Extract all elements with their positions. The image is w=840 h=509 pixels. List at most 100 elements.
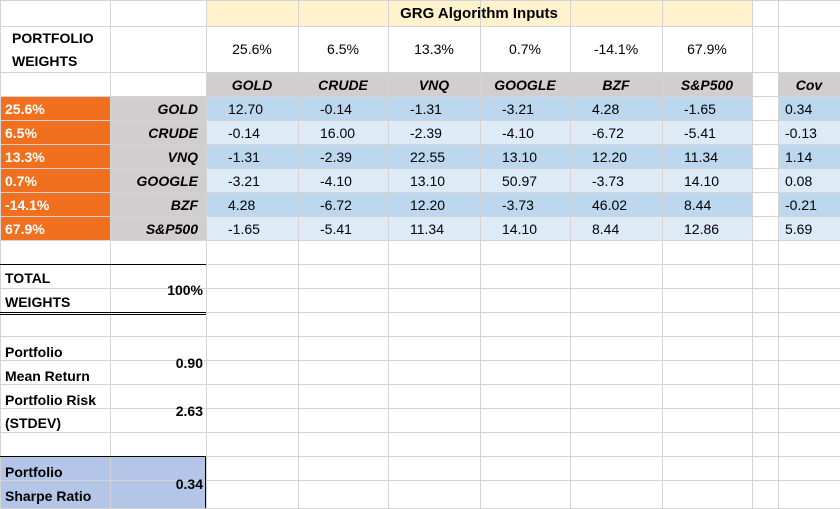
covariance-cell[interactable]: 12.20 [410,197,446,213]
asset-row-label: BZF [170,197,198,213]
mean-return-value[interactable]: 0.90 [175,355,203,371]
covariance-cell[interactable]: -2.39 [410,125,442,141]
covariance-cell[interactable]: 12.20 [592,149,628,165]
weight-cell[interactable]: 6.5% [5,125,37,141]
portfolio-weights-label-line2: WEIGHTS [12,53,78,69]
weight-cell-fill [0,168,110,192]
covariance-cell[interactable]: -0.14 [228,125,260,141]
sharpe-label-line1: Portfolio [5,464,63,480]
covariance-cell[interactable]: 11.34 [684,149,718,165]
asset-header-cell [480,72,570,96]
covariance-cell[interactable]: 12.86 [684,221,720,237]
covariance-cell[interactable]: -3.21 [228,173,260,189]
cov-cell[interactable]: 5.69 [785,221,813,237]
cov-cell[interactable]: 0.08 [785,173,813,189]
covariance-cell[interactable]: -1.65 [228,221,260,237]
cov-cell-fill [778,168,840,192]
asset-header-cell [388,72,480,96]
top-weight-value: 67.9% [687,41,727,57]
cov-cell[interactable]: -0.13 [785,125,817,141]
covariance-cell[interactable]: 14.10 [684,173,720,189]
covariance-cell[interactable]: -3.21 [502,101,534,117]
weight-cell[interactable]: 0.7% [5,173,37,189]
covariance-cell[interactable]: -6.72 [592,125,624,141]
weight-cell-fill [0,192,110,216]
asset-row-label: S&P500 [145,221,198,237]
asset-header: CRUDE [318,77,368,93]
grid-vline [480,0,481,508]
covariance-cell[interactable]: -3.73 [502,197,534,213]
asset-header: VNQ [418,77,450,93]
grid-hline [0,240,840,241]
weight-cell[interactable]: -14.1% [5,197,50,213]
grid-vline [752,0,753,508]
weight-cell[interactable]: 25.6% [5,101,45,117]
covariance-cell[interactable]: 8.44 [684,197,712,213]
asset-header-cell [206,72,298,96]
covariance-cell[interactable]: 13.10 [410,173,446,189]
cov-cell[interactable]: 1.14 [785,149,813,165]
cov-header: Cov [795,77,823,93]
cov-cell[interactable]: 0.34 [785,101,813,117]
risk-label-line2: (STDEV) [5,415,61,431]
covariance-cell[interactable]: -1.31 [228,149,260,165]
covariance-cell[interactable]: -3.73 [592,173,624,189]
covariance-cell[interactable]: 11.34 [410,221,444,237]
sharpe-border-right [205,456,206,508]
covariance-cell[interactable]: -1.31 [410,101,442,117]
grid-vline [778,0,779,508]
covariance-cell[interactable]: 16.00 [320,125,356,141]
grid-hline [0,336,840,337]
weight-cell[interactable]: 67.9% [5,221,45,237]
summary-border [0,312,206,313]
covariance-cell[interactable]: -0.14 [320,101,352,117]
asset-label-cell-fill [110,192,206,216]
grid-vline [206,0,207,508]
cov-cell-fill [778,216,840,240]
covariance-cell[interactable]: 4.28 [228,197,256,213]
summary-border [0,264,206,265]
asset-label-cell-fill [110,144,206,168]
covariance-cell[interactable]: -2.39 [320,149,352,165]
asset-header-cell [662,72,752,96]
asset-row-label: GOLD [157,101,198,117]
weight-cell-fill [0,144,110,168]
covariance-cell[interactable]: -5.41 [684,125,716,141]
top-weight-value: 6.5% [327,41,359,57]
sharpe-fill [0,456,206,508]
covariance-cell[interactable]: -4.10 [502,125,534,141]
mean-return-label-line2: Mean Return [5,368,90,384]
asset-label-cell-fill [110,120,206,144]
covariance-cell[interactable]: 12.70 [228,101,264,117]
risk-value[interactable]: 2.63 [175,403,203,419]
summary-border [0,314,206,315]
grid-hline [0,192,840,193]
grid-vline [110,0,111,508]
mean-return-label-line1: Portfolio [5,344,63,360]
asset-row-label: GOOGLE [136,173,198,189]
covariance-cell[interactable]: 4.28 [592,101,620,117]
cov-cell[interactable]: -0.21 [785,197,817,213]
summary-border [0,456,206,457]
covariance-cell[interactable]: 46.02 [592,197,628,213]
sharpe-value[interactable]: 0.34 [175,476,203,492]
grid-vline [298,0,299,508]
covariance-cell[interactable]: 13.10 [502,149,538,165]
top-weight-value: 13.3% [414,41,454,57]
asset-row-label: CRUDE [148,125,198,141]
grid-hline [0,288,840,289]
covariance-cell[interactable]: 22.55 [410,149,446,165]
covariance-cell[interactable]: -5.41 [320,221,352,237]
covariance-cell[interactable]: -1.65 [684,101,716,117]
cov-cell-fill [778,96,840,120]
grid-hline [0,0,840,1]
total-weights-value[interactable]: 100% [167,282,203,298]
covariance-cell[interactable]: -4.10 [320,173,352,189]
weight-cell-fill [0,120,110,144]
weight-cell[interactable]: 13.3% [5,149,45,165]
covariance-cell[interactable]: 14.10 [502,221,538,237]
asset-label-cell-fill [110,96,206,120]
covariance-cell[interactable]: 8.44 [592,221,620,237]
covariance-cell[interactable]: 50.97 [502,173,538,189]
covariance-cell[interactable]: -6.72 [320,197,352,213]
